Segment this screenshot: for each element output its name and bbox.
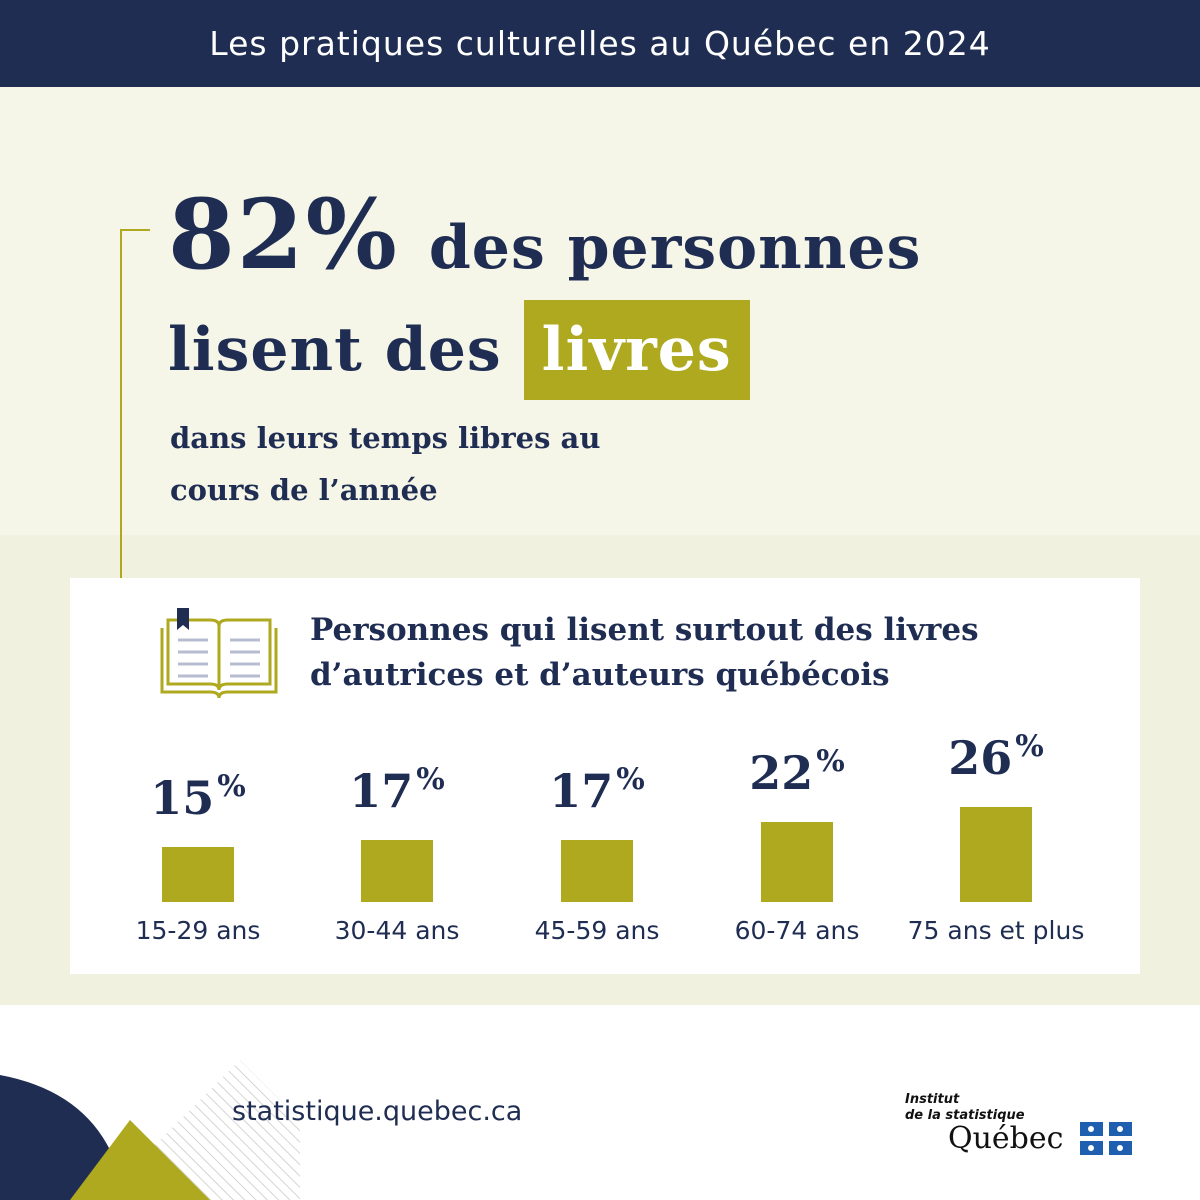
connector-line-horizontal xyxy=(120,229,150,231)
headline-highlight: livres xyxy=(523,300,750,400)
logo-main: Québec xyxy=(948,1121,1064,1156)
chart-title-line-1: Personnes qui lisent surtout des livres xyxy=(310,612,979,648)
bar-value-label: 26% xyxy=(948,729,1044,785)
logo-line-1: Institut xyxy=(905,1092,960,1107)
bar-60-74-ans xyxy=(761,821,833,902)
bar-value-label: 17% xyxy=(349,761,445,818)
logo-line-2: de la statistique xyxy=(905,1108,1025,1123)
connector-line-vertical xyxy=(120,229,122,615)
bar-value-label: 17% xyxy=(549,761,645,818)
website-link[interactable]: statistique.quebec.ca xyxy=(232,1096,523,1127)
headline-line-2: lisent des livres xyxy=(168,300,750,400)
headline-text-2: lisent des xyxy=(168,315,502,385)
headline-subtext: dans leurs temps libres au cours de l’an… xyxy=(170,412,770,516)
headline-percent: 82% xyxy=(168,178,399,291)
banner-title: Les pratiques culturelles au Québec en 2… xyxy=(209,24,991,63)
headline-text-1: des personnes xyxy=(428,213,922,283)
top-banner: Les pratiques culturelles au Québec en 2… xyxy=(0,0,1200,87)
subtext-line-1: dans leurs temps libres au xyxy=(170,421,601,455)
bar-30-44-ans xyxy=(361,839,433,902)
chart-title: Personnes qui lisent surtout des livres … xyxy=(310,608,1110,698)
headline-line-1: 82% des personnes xyxy=(168,178,922,291)
stripe-decoration xyxy=(70,1060,300,1200)
category-label: 45-59 ans xyxy=(534,916,660,945)
subtext-line-2: cours de l’année xyxy=(170,473,438,507)
isq-logo: Institut de la statistique Québec xyxy=(905,1092,1135,1162)
corner-decoration xyxy=(0,1075,110,1200)
bar-75-ans-et-plus xyxy=(960,807,1032,902)
bar-value-label: 15% xyxy=(150,769,246,826)
chart-card xyxy=(70,578,1140,974)
chart-title-line-2: d’autrices et d’auteurs québécois xyxy=(310,657,890,693)
category-label: 75 ans et plus xyxy=(907,916,1085,945)
quebec-flag-icon xyxy=(1080,1122,1132,1155)
bar-15-29-ans xyxy=(162,847,234,902)
open-book-icon xyxy=(160,608,278,699)
bar-45-59-ans xyxy=(561,839,633,902)
category-label: 30-44 ans xyxy=(334,916,460,945)
category-label: 15-29 ans xyxy=(135,916,261,945)
category-label: 60-74 ans xyxy=(734,916,860,945)
bar-value-label: 22% xyxy=(749,743,845,800)
